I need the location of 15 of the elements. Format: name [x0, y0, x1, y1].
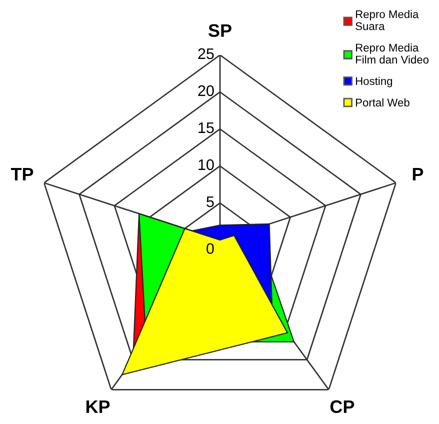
spoke-label: KP — [86, 400, 110, 413]
legend-label: Portal Web — [356, 98, 410, 107]
spoke-label: CP — [330, 400, 354, 414]
legend-label: Repro Media Film dan Video — [356, 43, 429, 64]
spoke-label: TP — [10, 168, 34, 180]
legend-label: Hosting — [356, 76, 392, 88]
y-tick-label: 15 — [198, 122, 214, 134]
y-tick-label: 25 — [198, 48, 214, 60]
y-tick-label: 0 — [206, 243, 214, 254]
spoke-label: SP — [208, 24, 232, 37]
legend-label: Repro Media Suara — [356, 10, 419, 30]
y-tick-label: 10 — [198, 159, 214, 170]
spoke-label: P — [412, 168, 424, 180]
y-tick-label: 5 — [206, 196, 214, 208]
y-tick-label: 20 — [198, 85, 214, 96]
